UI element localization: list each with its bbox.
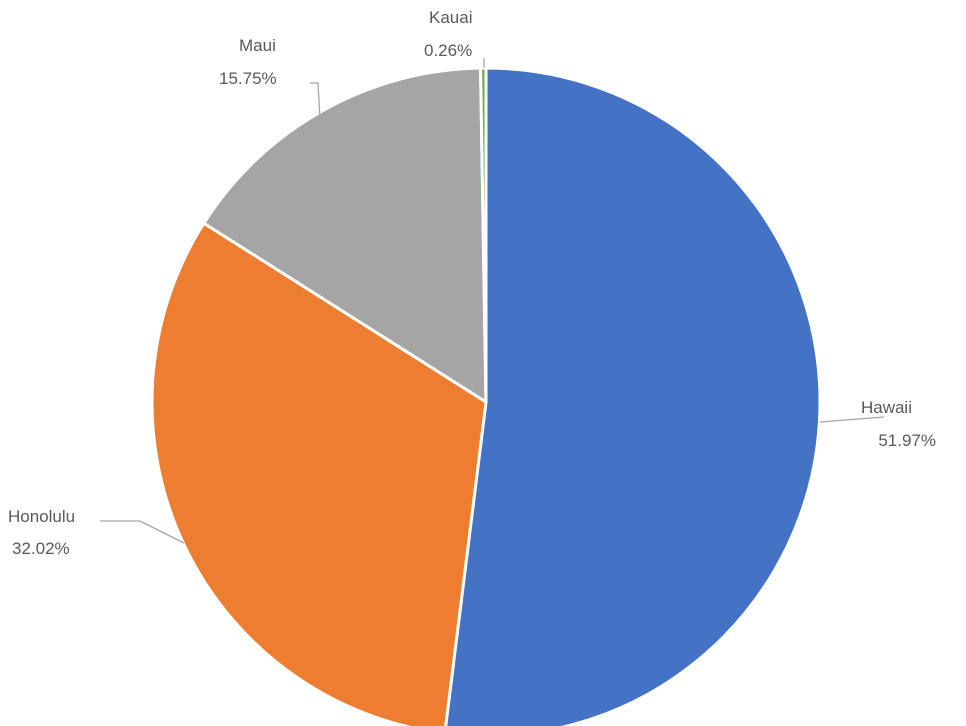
leader-line-maui [310,82,321,120]
data-label-name-honolulu: Honolulu [8,507,75,526]
data-label-percent-hawaii: 51.97% [878,431,936,450]
data-label-name-kauai: Kauai [429,8,472,27]
pie-slice-kauai [479,66,488,404]
pie-slice-honolulu [150,221,488,726]
data-label-name-maui: Maui [239,36,276,55]
data-labels: Hawaii 51.97% Honolulu 32.02% Maui 15.75% Kaua… [8,8,936,558]
data-label-percent-kauai: 0.26% [424,41,472,60]
leader-line-honolulu [100,520,185,544]
leader-lines [100,58,885,544]
data-label-name-hawaii: Hawaii [861,398,912,417]
leader-line-hawaii [819,416,885,423]
pie-slice-hawaii [444,66,822,726]
data-label-percent-maui: 15.75% [219,69,277,88]
pie-slice-maui [202,66,488,404]
pie-slices [150,66,822,726]
data-label-percent-honolulu: 32.02% [12,539,70,558]
